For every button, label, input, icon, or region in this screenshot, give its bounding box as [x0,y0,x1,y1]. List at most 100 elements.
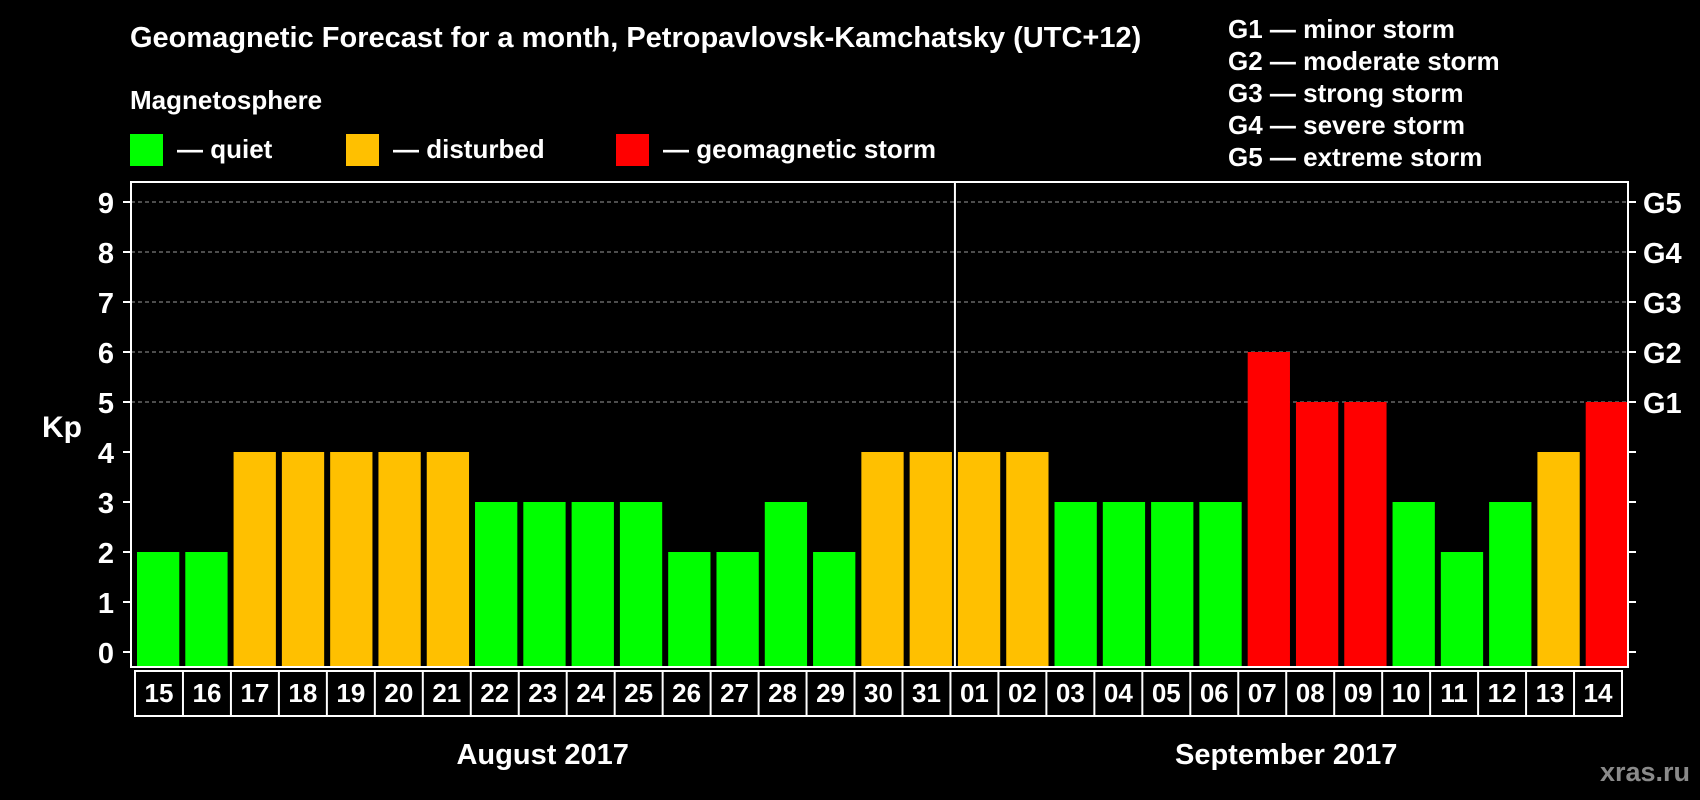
x-tick-label: 16 [192,678,221,708]
bars [137,352,1628,667]
month-label: September 2017 [1175,739,1397,771]
plot-frame [130,181,1629,668]
bar-01 [957,452,1001,667]
axes [123,181,1636,668]
x-tick-label: 21 [432,678,461,708]
y-axis-labels: 0 1 2 3 4 5 6 7 8 9 [98,188,114,670]
x-tick-label: 08 [1296,678,1325,708]
watermark: xras.ru [1600,757,1690,787]
bar-20 [378,452,421,667]
x-tick-label: 18 [288,678,317,708]
x-tick-label: 25 [624,678,653,708]
bar-22 [475,502,518,667]
legend-swatch-quiet [130,134,163,166]
bar-25 [619,502,663,667]
storm-scale-item: G3 — strong storm [1228,78,1463,108]
x-tick-label: 31 [912,678,941,708]
y-tick-label: 9 [98,188,114,220]
x-tick-label: 28 [768,678,797,708]
bar-10 [1392,502,1435,667]
bar-06 [1199,502,1242,667]
x-tick-label: 14 [1584,678,1613,708]
x-axis-labels: 15 16 17 18 19 20 21 22 23 24 25 26 27 28 29 30 31 01 02 03… [134,670,1623,771]
bar-23 [523,502,566,667]
x-tick-label: 15 [145,678,174,708]
y-tick-label: 8 [98,238,114,270]
y-tick-label: 6 [98,338,114,370]
y-tick-label: 2 [98,538,114,570]
bar-07 [1247,352,1290,667]
chart-title: Geomagnetic Forecast for a month, Petrop… [130,22,1141,54]
legend: — quiet — disturbed — geomagnetic storm [130,134,936,166]
x-tick-label: 19 [336,678,365,708]
x-tick-label: 12 [1488,678,1517,708]
bar-17 [233,452,276,667]
x-tick-label: 24 [576,678,605,708]
y-tick-label: 0 [98,638,114,670]
bar-16 [185,552,228,667]
bar-28 [764,502,808,667]
bar-30 [861,452,904,667]
x-tick-label: 17 [240,678,269,708]
bar-21 [426,452,470,667]
bar-04 [1102,502,1146,667]
storm-scale-item: G2 — moderate storm [1228,46,1500,76]
bar-15 [137,552,180,667]
storm-level-G2: G2 [1643,338,1682,370]
x-tick-label: 29 [816,678,845,708]
x-tick-label: 03 [1056,678,1085,708]
y-tick-label: 4 [98,438,114,470]
bar-18 [281,452,325,667]
x-tick-label: 13 [1536,678,1565,708]
storm-level-G3: G3 [1643,288,1682,320]
bar-05 [1151,502,1194,667]
x-tick-label: 09 [1344,678,1373,708]
storm-scale-item: G4 — severe storm [1228,110,1465,140]
x-label-box [134,670,1623,717]
x-tick-label: 02 [1008,678,1037,708]
x-tick-label: 11 [1440,678,1468,708]
x-tick-label: 26 [672,678,701,708]
x-tick-label: 01 [960,678,989,708]
bar-27 [716,552,759,667]
storm-level-G4: G4 [1643,238,1682,270]
x-tick-label: 10 [1392,678,1421,708]
legend-swatch-storm [616,134,649,166]
x-tick-label: 06 [1200,678,1229,708]
x-tick-label: 04 [1104,678,1133,708]
bar-14 [1585,402,1628,667]
y-tick-label: 7 [98,288,114,320]
bar-19 [330,452,373,667]
storm-scale-item: G5 — extreme storm [1228,142,1482,172]
y-tick-label: 3 [98,488,114,520]
bar-09 [1344,402,1387,667]
grid [131,201,1628,403]
x-tick-label: 05 [1152,678,1181,708]
legend-label-quiet: — quiet [177,134,273,164]
storm-level-labels: G1 G2 G3 G4 G5 [1643,188,1682,420]
bar-03 [1054,502,1097,667]
bar-26 [668,552,711,667]
bar-13 [1537,452,1580,667]
legend-label-disturbed: — disturbed [393,134,545,164]
legend-title: Magnetosphere [130,85,322,115]
legend-swatch-disturbed [346,134,379,166]
x-tick-label: 22 [480,678,509,708]
bar-02 [1006,452,1049,667]
bar-24 [571,502,614,667]
bar-31 [909,452,952,667]
x-tick-label: 23 [528,678,557,708]
y-axis-title: Kp [42,411,82,444]
x-tick-label: 20 [384,678,413,708]
y-tick-label: 5 [98,388,114,420]
legend-label-storm: — geomagnetic storm [663,134,936,164]
y-tick-label: 1 [98,588,114,620]
bar-12 [1489,502,1532,667]
x-tick-label: 30 [864,678,893,708]
x-tick-label: 07 [1248,678,1277,708]
month-label: August 2017 [456,739,628,771]
bar-08 [1295,402,1339,667]
x-tick-label: 27 [720,678,749,708]
